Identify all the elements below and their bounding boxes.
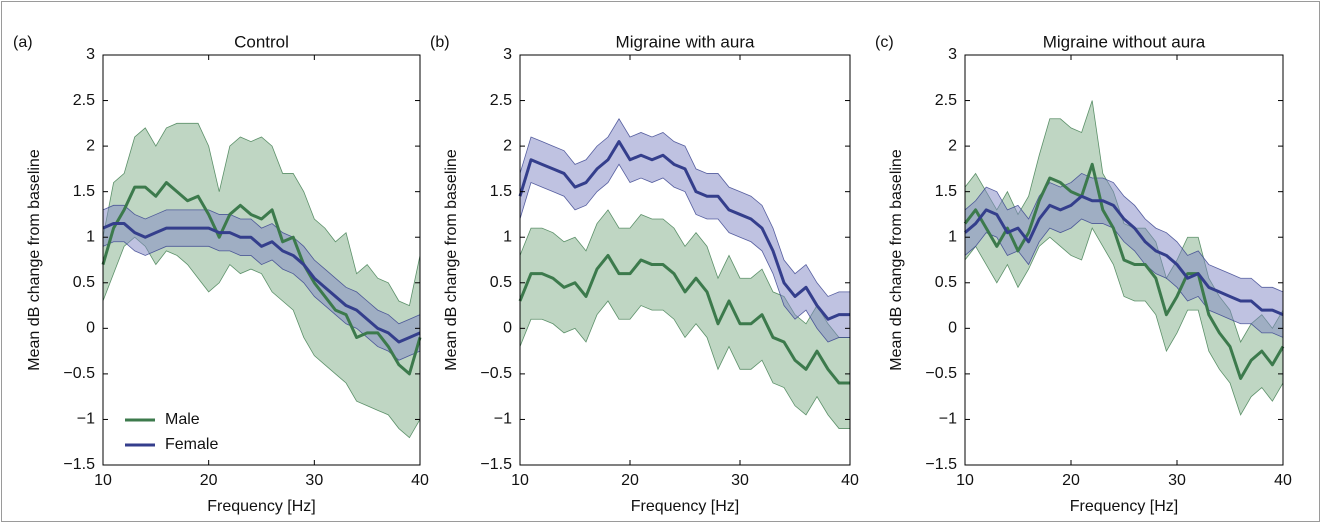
y-tick-label: −1.5 [480,456,512,473]
y-axis-label: Mean dB change from baseline [888,149,905,371]
series-line [101,181,422,376]
series-line [964,194,1284,317]
x-tick-label: 30 [305,472,323,489]
x-tick-label: 10 [956,472,974,489]
legend-label: Female [165,436,218,453]
y-tick-label: 1 [86,228,95,245]
y-tick-label: −0.5 [925,365,957,382]
y-tick-label: 0 [948,320,957,337]
x-axis-label: Frequency [Hz] [207,498,315,515]
y-tick-label: 1 [948,228,957,245]
y-tick-label: −1.5 [63,456,95,473]
y-tick-label: 3 [503,46,512,63]
legend-label: Male [165,411,200,428]
y-axis-label: Mean dB change from baseline [443,149,460,371]
series-line [963,162,1285,380]
plot-frame [964,54,1284,466]
panel-label: (b) [430,34,450,51]
chart-title: Migraine with aura [616,32,755,51]
y-tick-label: −1 [494,411,512,428]
y-tick-label: −1 [77,411,95,428]
x-tick-label: 10 [94,472,112,489]
x-axis-label: Frequency [Hz] [631,498,739,515]
y-tick-label: 3 [948,46,957,63]
y-tick-label: 2 [86,137,95,154]
chart-title: Control [234,32,289,51]
x-tick-label: 20 [200,472,218,489]
y-tick-label: 1.5 [490,183,512,200]
y-tick-label: 0.5 [935,274,957,291]
plot-frame [102,54,421,466]
y-tick-label: 0 [86,320,95,337]
series-line [102,222,421,344]
x-tick-label: 40 [411,472,429,489]
series-line [518,140,850,321]
x-tick-label: 20 [621,472,639,489]
panel-label: (c) [875,34,894,51]
y-tick-label: 1.5 [73,183,95,200]
x-tick-label: 10 [511,472,529,489]
y-tick-label: 2.5 [73,92,95,109]
x-tick-label: 20 [1062,472,1080,489]
y-tick-label: −0.5 [63,365,95,382]
plot-frame [519,54,851,466]
y-tick-label: 0 [503,320,512,337]
panel-label: (a) [13,34,33,51]
y-tick-label: −1.5 [925,456,957,473]
y-tick-label: 2 [503,137,512,154]
x-tick-label: 40 [841,472,859,489]
y-axis-label: Mean dB change from baseline [26,149,43,371]
y-tick-label: 1.5 [935,183,957,200]
x-axis-label: Frequency [Hz] [1070,498,1178,515]
y-tick-label: 0.5 [73,274,95,291]
x-tick-label: 30 [1168,472,1186,489]
y-tick-label: −1 [939,411,957,428]
y-tick-label: 0.5 [490,274,512,291]
series-line [518,253,850,385]
y-tick-label: 2.5 [490,92,512,109]
y-tick-label: 2 [948,137,957,154]
x-tick-label: 30 [731,472,749,489]
x-tick-label: 40 [1274,472,1292,489]
y-tick-label: −0.5 [480,365,512,382]
chart-title: Migraine without aura [1043,32,1206,51]
y-tick-label: 2.5 [935,92,957,109]
y-tick-label: 3 [86,46,95,63]
y-tick-label: 1 [503,228,512,245]
